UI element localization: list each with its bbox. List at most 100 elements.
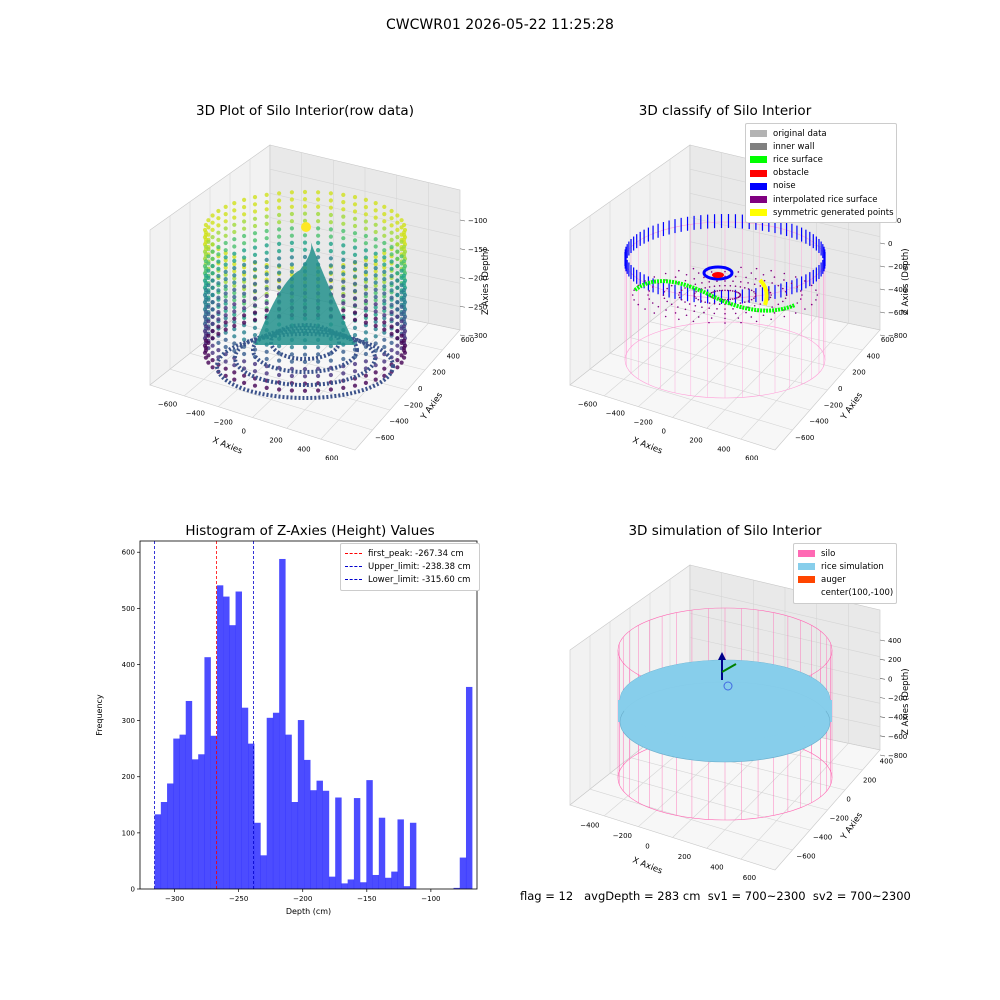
- histogram-bar: [173, 738, 180, 889]
- histogram-bar: [403, 886, 411, 889]
- histogram-bar: [254, 822, 261, 889]
- cls-symmetric-points: [758, 278, 769, 306]
- histogram-bar: [279, 558, 286, 889]
- cls-x-tick: 200: [689, 437, 702, 445]
- histogram-bar: [204, 657, 211, 889]
- raw-xlabel: X Axies: [211, 436, 244, 457]
- sim-y-tick: 0: [846, 796, 850, 804]
- simulation-3d-plot: −400 −200 0 200 400 600 X Axies −600 −400 −200 0 20…: [569, 564, 911, 880]
- histogram-x-tick-label: −150: [357, 895, 376, 903]
- simulation-legend-entry: auger: [798, 573, 892, 586]
- histogram-xlabel: Depth (cm): [286, 907, 331, 916]
- histogram-bar: [235, 591, 242, 889]
- histogram-y-tick-label: 600: [122, 549, 135, 557]
- classify-legend-entry: original data: [750, 127, 892, 140]
- histogram-bar: [229, 625, 236, 889]
- histogram-legend-label: Lower_limit: -315.60 cm: [368, 574, 471, 585]
- cls-rice-surface: [633, 279, 796, 313]
- cls-interpolated-surface: [631, 266, 819, 324]
- histogram-bar: [179, 734, 186, 889]
- cls-x-tick: −200: [634, 419, 653, 427]
- histogram-legend-swatch: [345, 553, 362, 555]
- cls-z-tick: −400: [888, 286, 907, 294]
- simulation-plot-title: 3D simulation of Silo Interior: [628, 523, 822, 539]
- simulation-legend-label: rice simulation: [821, 561, 884, 572]
- histogram-x-tick-label: −250: [229, 895, 248, 903]
- classify-legend-swatch: [750, 182, 767, 190]
- simulation-legend-entry: silo: [798, 547, 892, 560]
- simulation-legend-entry: rice simulation: [798, 560, 892, 573]
- raw-x-tick: −200: [214, 419, 233, 427]
- sim-y-tick: 400: [880, 758, 893, 766]
- simulation-legend-swatch: [798, 563, 815, 571]
- sim-center-marker: [723, 681, 733, 691]
- histogram-legend-swatch: [345, 579, 362, 581]
- histogram-bar: [347, 879, 355, 889]
- histogram-bar: [154, 814, 162, 889]
- histogram-x-tick-label: −200: [293, 895, 312, 903]
- raw-y-tick: −600: [375, 434, 394, 442]
- classify-legend-label: symmetric generated points: [773, 207, 894, 218]
- raw-y-tick: 0: [418, 385, 422, 393]
- sim-z-tick: −600: [888, 733, 907, 741]
- sim-z-tick: −800: [888, 752, 907, 760]
- simulation-legend-label: auger: [821, 574, 846, 585]
- classify-legend-swatch: [750, 156, 767, 164]
- sim-y-tick: 200: [863, 777, 876, 785]
- raw-zlabel: Z Axies (Depth): [481, 248, 491, 315]
- histogram-bar: [360, 882, 367, 889]
- cls-x-tick: 0: [662, 428, 666, 436]
- histogram-ylabel: Frequency: [95, 694, 104, 736]
- raw-z-tick: −150: [468, 246, 487, 254]
- sim-auger-arrow: [718, 652, 726, 660]
- cls-z-tick: −200: [888, 263, 907, 271]
- status-footer: flag = 12 avgDepth = 283 cm sv1 = 700~23…: [520, 889, 911, 903]
- histogram-legend-swatch: [345, 566, 362, 568]
- histogram-bar: [353, 798, 361, 889]
- simulation-legend: silo rice simulation auger center(100,-100): [793, 543, 897, 604]
- histogram-legend-entry: first_peak: -267.34 cm: [345, 547, 475, 560]
- histogram-bar: [385, 877, 392, 889]
- histogram-bar: [266, 717, 274, 889]
- raw-z-tick: −100: [468, 217, 487, 225]
- classify-legend-label: original data: [773, 128, 827, 139]
- histogram-bar: [291, 802, 299, 889]
- histogram-bar: [397, 819, 404, 889]
- classify-legend-swatch: [750, 130, 767, 138]
- sim-z-tick: −200: [888, 695, 907, 703]
- raw-center-mound: [255, 240, 355, 345]
- cls-zlabel: Z Axies (Depth): [901, 248, 911, 315]
- sim-y-tick: −200: [830, 815, 849, 823]
- histogram-title: Histogram of Z-Axies (Height) Values: [185, 523, 435, 539]
- raw-z-tick: −200: [468, 275, 487, 283]
- classify-legend-swatch: [750, 143, 767, 151]
- raw-y-tick: 400: [447, 352, 460, 360]
- classify-legend-entry: inner wall: [750, 140, 892, 153]
- histogram-bar: [304, 759, 311, 889]
- sim-z-tick: 400: [888, 637, 901, 645]
- classify-legend-label: noise: [773, 181, 796, 192]
- classify-legend-swatch: [750, 209, 767, 217]
- histogram-bar: [248, 743, 255, 889]
- histogram-legend-label: first_peak: -267.34 cm: [368, 548, 464, 559]
- histogram-bar: [260, 855, 267, 889]
- histogram-bar: [453, 887, 460, 889]
- histogram-bar: [272, 712, 280, 889]
- histogram-bar: [241, 707, 249, 889]
- histogram-bar: [310, 790, 317, 889]
- classify-legend-entry: interpolated rice surface: [750, 193, 892, 206]
- histogram-y-tick-label: 100: [122, 829, 135, 837]
- cls-y-tick: 600: [881, 336, 894, 344]
- classify-legend-swatch: [750, 196, 767, 204]
- cls-y-tick: 400: [867, 352, 880, 360]
- cls-x-tick: 400: [717, 446, 730, 454]
- classify-legend-entry: rice surface: [750, 153, 892, 166]
- classify-legend-label: interpolated rice surface: [773, 194, 878, 205]
- cls-z-tick: −600: [888, 309, 907, 317]
- sim-y-tick: −600: [796, 853, 815, 861]
- histogram-bar: [322, 790, 330, 889]
- cls-noise-center: [702, 265, 734, 281]
- cls-y-tick: 0: [838, 385, 842, 393]
- histogram-legend-entry: Lower_limit: -315.60 cm: [345, 573, 475, 586]
- classify-legend-entry: noise: [750, 180, 892, 193]
